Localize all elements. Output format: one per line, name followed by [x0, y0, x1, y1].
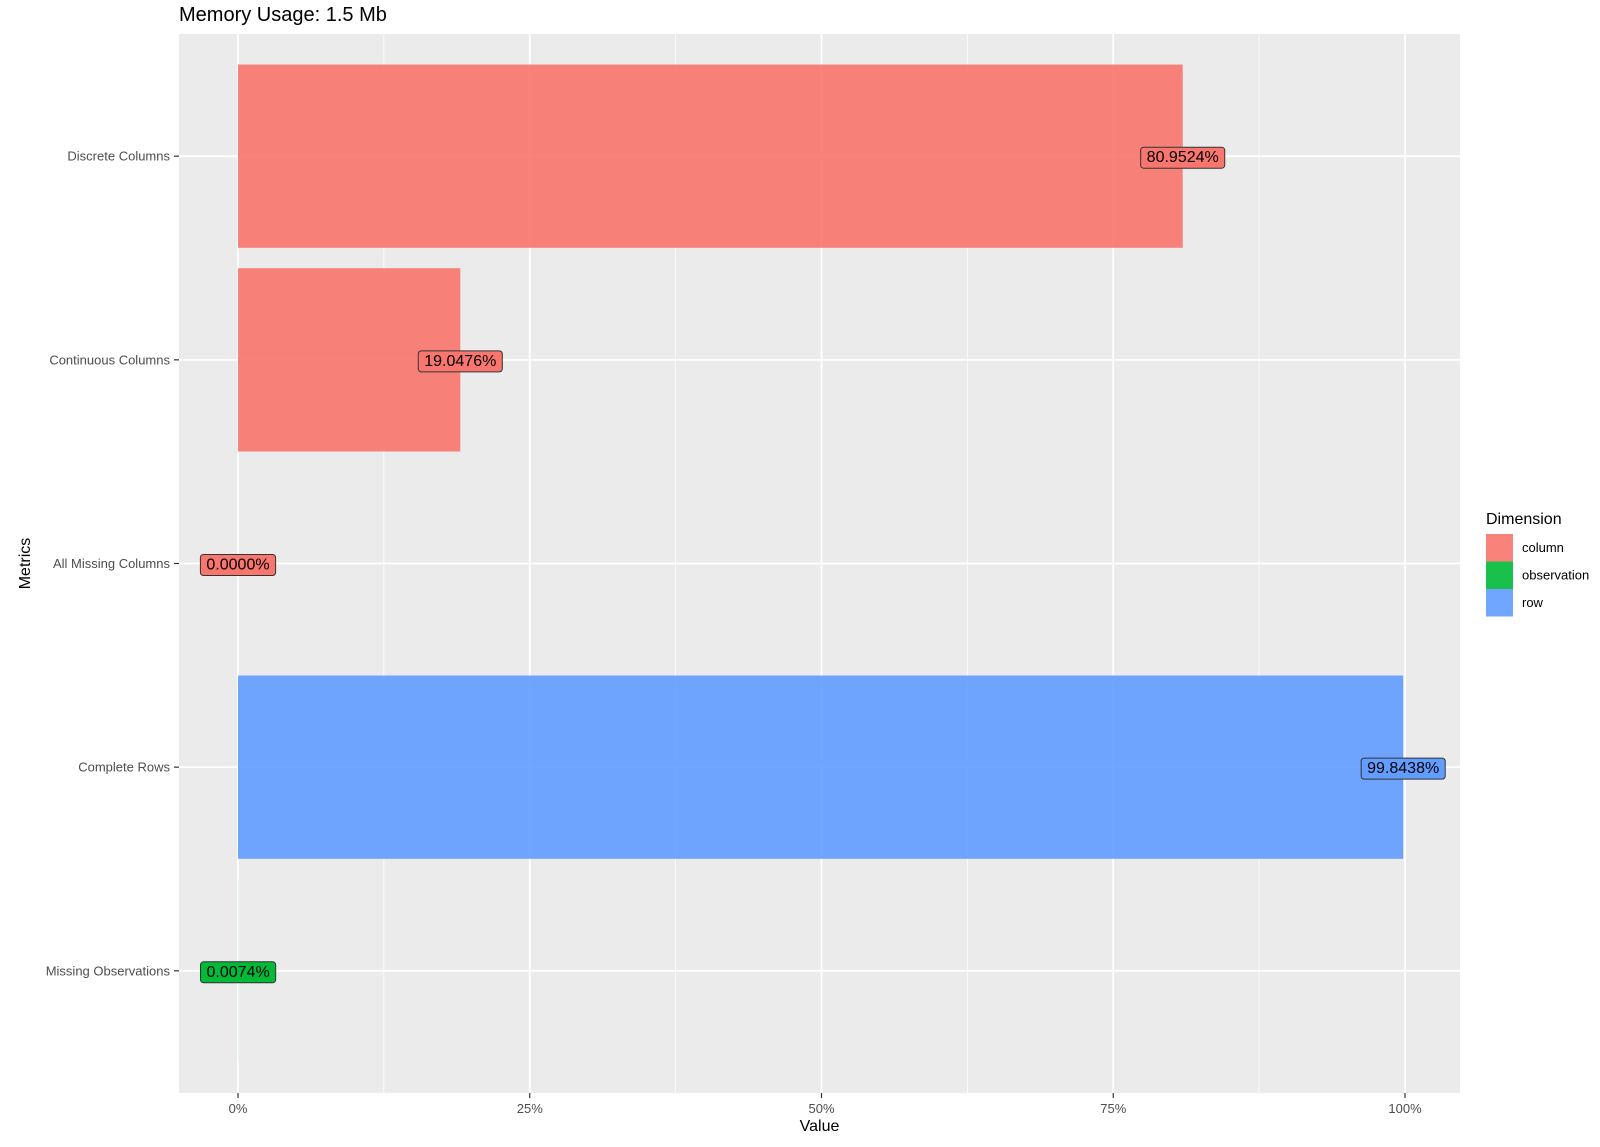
x-tick-label: 50%	[808, 1101, 834, 1116]
y-axis-ticks: Discrete Columns Continuous Columns All Mi…	[46, 149, 179, 978]
legend: Dimension column observation row	[1486, 511, 1589, 617]
legend-label-row: row	[1522, 595, 1544, 610]
legend-label-column: column	[1522, 540, 1564, 555]
x-tick-label: 100%	[1388, 1101, 1422, 1116]
data-label-group: 19.0476%	[417, 350, 503, 373]
y-tick-label: Continuous Columns	[49, 352, 170, 367]
data-label-box	[200, 961, 277, 984]
legend-key-column	[1486, 534, 1513, 562]
y-axis-title: Metrics	[17, 538, 34, 590]
data-label: 0.0000%	[206, 557, 269, 574]
y-tick-label: Complete Rows	[78, 760, 170, 775]
x-tick-label: 0%	[229, 1101, 248, 1116]
data-label: 80.9524%	[1147, 149, 1219, 166]
y-tick-label: Discrete Columns	[67, 149, 170, 164]
data-label: 99.8438%	[1367, 760, 1439, 777]
x-axis-title: Value	[800, 1118, 840, 1135]
bars	[238, 64, 1404, 1063]
x-tick-label: 25%	[517, 1101, 543, 1116]
data-label-box	[1360, 757, 1446, 780]
x-tick-label: 75%	[1100, 1101, 1126, 1116]
data-label-group: 99.8438%	[1360, 757, 1446, 780]
legend-label-observation: observation	[1522, 568, 1589, 583]
legend-key-row	[1486, 589, 1513, 617]
data-label-box	[417, 350, 503, 373]
data-label-group: 80.9524%	[1140, 146, 1226, 169]
legend-key-observation	[1486, 561, 1513, 589]
chart-title: Memory Usage: 1.5 Mb	[179, 4, 387, 26]
data-label-box	[1140, 146, 1226, 169]
legend-title: Dimension	[1486, 511, 1562, 528]
bar-discrete-columns	[238, 64, 1183, 248]
data-label-box	[199, 554, 277, 576]
y-tick-label: All Missing Columns	[53, 556, 171, 571]
data-label-group: 0.0000%	[199, 554, 277, 576]
x-axis-ticks: 0% 25% 50% 75% 100%	[229, 1093, 1422, 1116]
data-label: 0.0074%	[207, 964, 270, 981]
data-label: 19.0476%	[424, 353, 496, 370]
y-tick-label: Missing Observations	[46, 963, 171, 978]
data-labels: 80.9524% 19.0476% 0.0000% 99.8438% 0.0074%	[199, 146, 1446, 984]
data-label-group: 0.0074%	[200, 961, 277, 984]
bar-complete-rows	[238, 675, 1404, 859]
